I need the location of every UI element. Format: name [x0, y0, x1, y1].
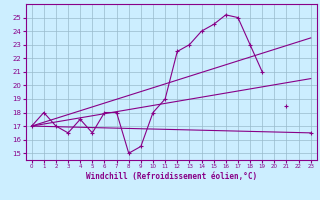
X-axis label: Windchill (Refroidissement éolien,°C): Windchill (Refroidissement éolien,°C) — [86, 172, 257, 181]
